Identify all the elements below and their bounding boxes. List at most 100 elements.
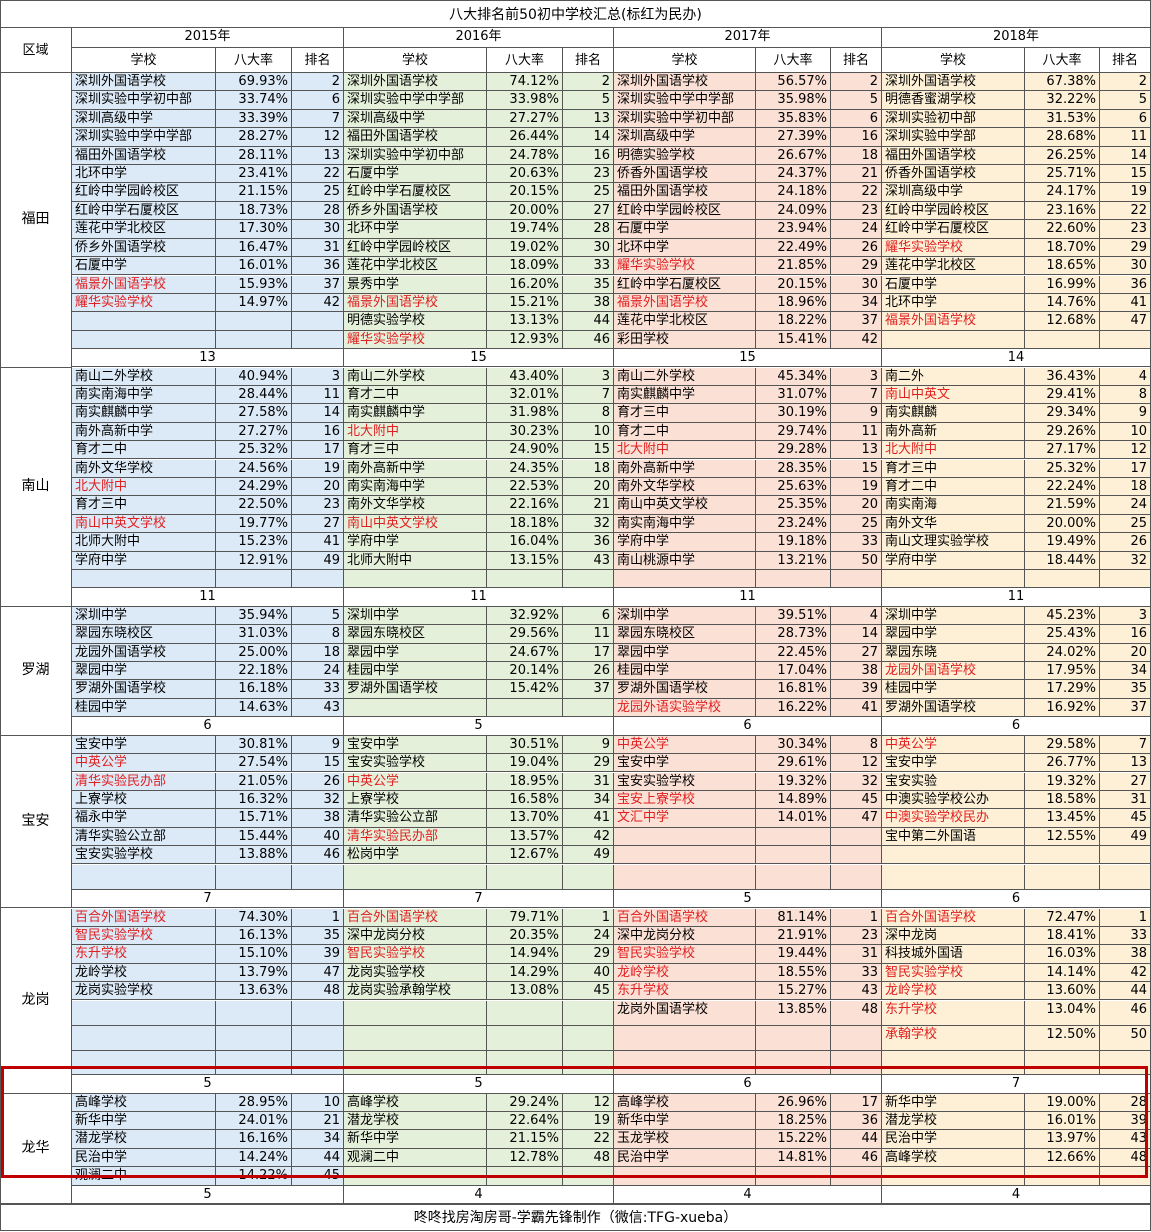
rate-value: 14.24% xyxy=(216,1148,292,1168)
school-count: 13 xyxy=(72,349,344,368)
school-count: 5 xyxy=(72,1185,344,1204)
school-name: 育才三中 xyxy=(344,441,487,460)
empty-cell xyxy=(563,1000,614,1027)
rate-value: 14.76% xyxy=(1025,293,1100,313)
school-name: 深圳高级中学 xyxy=(614,128,756,147)
school-name: 耀华实验学校 xyxy=(344,330,487,350)
school-name: 深圳外国语学校 xyxy=(882,73,1025,92)
rate-value: 29.28% xyxy=(756,441,831,460)
school-name: 福永中学 xyxy=(72,809,216,828)
rank-value: 27 xyxy=(1100,772,1151,791)
empty-cell xyxy=(563,1026,614,1051)
rank-value: 44 xyxy=(831,1130,882,1149)
school-name: 侨乡外国语学校 xyxy=(344,201,487,221)
rate-value: 67.38% xyxy=(1025,73,1100,92)
school-name: 南外高新中学 xyxy=(344,459,487,478)
rate-value: 20.00% xyxy=(1025,514,1100,534)
rank-value: 18 xyxy=(563,459,614,478)
school-count: 6 xyxy=(72,717,344,736)
empty-cell xyxy=(1100,1050,1151,1076)
year-header-2018: 2018年 xyxy=(882,28,1151,48)
empty-cell xyxy=(882,1050,1025,1076)
rate-value: 16.99% xyxy=(1025,275,1100,294)
school-name: 莲花中学北校区 xyxy=(344,257,487,276)
empty-cell xyxy=(72,312,216,331)
rank-value: 41 xyxy=(1100,293,1151,313)
rate-value: 43.40% xyxy=(487,367,563,386)
school-name: 南山中英文学校 xyxy=(344,514,487,534)
rank-value: 48 xyxy=(292,982,344,1001)
school-name: 龙园外国语学校 xyxy=(72,643,216,662)
rate-value: 12.50% xyxy=(1025,1026,1100,1051)
rate-value: 15.93% xyxy=(216,275,292,294)
rank-value: 22 xyxy=(831,183,882,202)
school-count: 4 xyxy=(882,1185,1151,1204)
school-name: 南外文华学校 xyxy=(72,459,216,478)
empty-cell xyxy=(487,864,563,891)
rank-value: 13 xyxy=(831,441,882,460)
rate-value: 22.49% xyxy=(756,238,831,258)
rank-value: 19 xyxy=(563,1112,614,1131)
rate-value: 13.15% xyxy=(487,551,563,570)
rank-value: 15 xyxy=(292,754,344,773)
school-name: 深圳实验中学中学部 xyxy=(72,128,216,147)
rate-value: 21.05% xyxy=(216,772,292,791)
rate-value: 19.49% xyxy=(1025,533,1100,552)
rank-value: 20 xyxy=(831,496,882,515)
empty-cell xyxy=(344,570,487,589)
rate-value: 24.09% xyxy=(756,201,831,221)
empty-cell xyxy=(882,864,1025,891)
rank-value: 45 xyxy=(831,790,882,810)
rank-value: 26 xyxy=(831,238,882,258)
rank-value: 4 xyxy=(1100,367,1151,386)
rate-value: 29.24% xyxy=(487,1093,563,1112)
rank-value: 31 xyxy=(563,772,614,791)
empty-cell xyxy=(72,864,216,891)
school-name: 深圳实验中学初中部 xyxy=(72,91,216,110)
empty-cell xyxy=(487,570,563,589)
school-name: 宝安中学 xyxy=(614,754,756,773)
school-name: 福田外国语学校 xyxy=(344,128,487,147)
rank-value: 8 xyxy=(1100,385,1151,405)
rank-col-header: 排名 xyxy=(563,48,614,73)
sheet-footer: 咚咚找房淘房哥-学霸先锋制作（微信:TFG-xueba） xyxy=(0,1204,1151,1231)
rate-value: 26.67% xyxy=(756,146,831,165)
rate-value: 13.70% xyxy=(487,809,563,828)
rank-value: 3 xyxy=(831,367,882,386)
rate-value: 15.71% xyxy=(216,809,292,828)
school-name: 红岭中学园岭校区 xyxy=(882,201,1025,221)
rate-value: 13.97% xyxy=(1025,1130,1100,1149)
rank-value: 24 xyxy=(292,662,344,681)
school-name: 深圳中学 xyxy=(882,606,1025,626)
rank-value: 37 xyxy=(563,680,614,699)
empty-cell xyxy=(72,330,216,350)
rank-value: 27 xyxy=(563,201,614,221)
rate-value: 28.95% xyxy=(216,1093,292,1112)
rank-value: 23 xyxy=(1100,220,1151,239)
rank-value: 7 xyxy=(292,109,344,129)
empty-cell xyxy=(563,1167,614,1186)
rank-value: 6 xyxy=(831,109,882,129)
school-name: 南山二外学校 xyxy=(344,367,487,386)
school-name: 南二外 xyxy=(882,367,1025,386)
school-name: 罗湖外国语学校 xyxy=(882,698,1025,718)
empty-cell xyxy=(72,1050,216,1076)
rank-value: 24 xyxy=(563,926,614,946)
rate-value: 16.16% xyxy=(216,1130,292,1149)
empty-cell xyxy=(756,1167,831,1186)
school-name: 北大附中 xyxy=(882,441,1025,460)
empty-cell xyxy=(344,1000,487,1027)
rate-value: 18.65% xyxy=(1025,257,1100,276)
rate-value: 19.04% xyxy=(487,754,563,773)
sheet-title: 八大排名前50初中学校汇总(标红为民办) xyxy=(0,0,1151,28)
rate-value: 30.34% xyxy=(756,735,831,754)
school-name: 耀华实验学校 xyxy=(882,238,1025,258)
school-count: 11 xyxy=(72,588,344,607)
rate-value: 29.26% xyxy=(1025,422,1100,442)
school-name: 宝安中学 xyxy=(72,735,216,754)
rate-value: 24.01% xyxy=(216,1112,292,1131)
rank-value: 14 xyxy=(831,625,882,644)
rate-value: 29.74% xyxy=(756,422,831,442)
school-name: 深圳外国语学校 xyxy=(72,73,216,92)
rank-value: 21 xyxy=(292,1112,344,1131)
